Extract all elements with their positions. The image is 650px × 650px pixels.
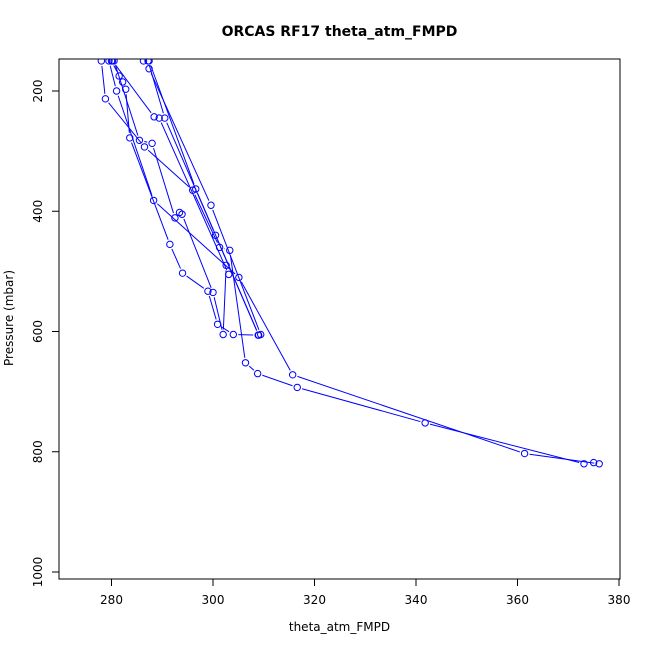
series-segment bbox=[240, 281, 291, 371]
series-segment bbox=[108, 102, 142, 144]
data-point bbox=[192, 185, 200, 193]
series-segment bbox=[212, 209, 260, 331]
data-point bbox=[421, 419, 429, 427]
x-axis: 280 300 320 340 360 380 bbox=[100, 579, 630, 607]
series-segment bbox=[109, 65, 116, 87]
data-point bbox=[139, 59, 148, 65]
y-tick-label: 200 bbox=[31, 80, 45, 103]
data-point bbox=[254, 331, 263, 339]
data-point bbox=[122, 85, 130, 93]
data-point bbox=[105, 59, 113, 65]
x-tick-label: 280 bbox=[100, 593, 123, 607]
series-segment bbox=[156, 203, 236, 275]
series-segment bbox=[150, 73, 210, 201]
series-segment bbox=[222, 270, 227, 330]
series-segment bbox=[529, 453, 595, 464]
data-point bbox=[178, 269, 187, 277]
data-point bbox=[155, 114, 163, 122]
data-point bbox=[140, 143, 149, 151]
x-tick-label: 380 bbox=[608, 593, 631, 607]
data-point bbox=[148, 139, 156, 148]
series-segment bbox=[301, 388, 421, 423]
series-segment bbox=[297, 375, 521, 453]
series-segment bbox=[147, 149, 190, 188]
data-point bbox=[219, 330, 227, 339]
data-point bbox=[101, 95, 110, 103]
data-point bbox=[145, 59, 153, 65]
data-point bbox=[149, 196, 158, 205]
x-tick-label: 320 bbox=[303, 593, 326, 607]
data-point bbox=[229, 330, 238, 339]
series-segment bbox=[101, 65, 106, 94]
data-point bbox=[115, 72, 123, 80]
data-point bbox=[293, 383, 301, 392]
series-segment bbox=[229, 255, 246, 358]
data-point bbox=[204, 287, 212, 295]
data-point bbox=[241, 359, 250, 367]
data-point bbox=[118, 78, 127, 86]
data-point bbox=[97, 59, 106, 65]
x-tick-label: 360 bbox=[506, 593, 529, 607]
x-tick-label: 300 bbox=[202, 593, 225, 607]
data-point bbox=[595, 460, 603, 468]
y-tick-label: 400 bbox=[31, 200, 45, 223]
y-tick-label: 800 bbox=[31, 440, 45, 463]
data-point bbox=[209, 288, 217, 297]
series-layer bbox=[97, 59, 603, 468]
series-segment bbox=[150, 65, 195, 185]
series-segment bbox=[429, 423, 580, 464]
y-axis-label: Pressure (mbar) bbox=[2, 270, 16, 366]
plot-frame bbox=[58, 58, 621, 580]
series-segment bbox=[248, 365, 255, 371]
series-segment bbox=[148, 65, 164, 114]
series-segment bbox=[171, 248, 181, 269]
data-point bbox=[108, 59, 117, 65]
series-segment bbox=[213, 297, 223, 330]
data-point bbox=[207, 201, 215, 209]
data-point bbox=[222, 261, 230, 270]
series-segment bbox=[117, 95, 153, 196]
y-tick-label: 1000 bbox=[31, 557, 45, 588]
data-point bbox=[253, 369, 262, 378]
series-segment bbox=[153, 147, 174, 214]
data-point bbox=[171, 214, 179, 222]
data-point bbox=[288, 371, 297, 379]
series-segment bbox=[160, 122, 228, 271]
series-segment bbox=[262, 374, 293, 387]
series-segment bbox=[115, 65, 139, 136]
data-point bbox=[112, 87, 121, 95]
series-segment bbox=[144, 140, 148, 143]
y-axis: 200 400 600 800 1000 bbox=[31, 80, 59, 588]
series-segment bbox=[131, 142, 169, 240]
x-tick-label: 340 bbox=[405, 593, 428, 607]
data-point bbox=[520, 449, 529, 458]
data-point bbox=[211, 231, 220, 240]
series-segment bbox=[197, 193, 258, 331]
data-point bbox=[589, 458, 598, 467]
series-segment bbox=[115, 64, 152, 114]
series-segment bbox=[208, 295, 217, 320]
data-point bbox=[580, 460, 588, 468]
chart-title: ORCAS RF17 theta_atm_FMPD bbox=[222, 24, 458, 40]
data-point bbox=[178, 210, 186, 218]
data-point bbox=[235, 273, 243, 282]
series-segment bbox=[186, 275, 205, 289]
data-point bbox=[166, 240, 174, 249]
data-point bbox=[126, 134, 134, 142]
series-segment bbox=[194, 194, 218, 244]
data-point bbox=[150, 113, 158, 121]
series-segment bbox=[183, 218, 212, 288]
data-point bbox=[161, 114, 169, 122]
data-point bbox=[135, 136, 144, 145]
x-axis-label: theta_atm_FMPD bbox=[289, 620, 390, 634]
y-tick-label: 600 bbox=[31, 320, 45, 343]
series-segment bbox=[113, 65, 118, 72]
